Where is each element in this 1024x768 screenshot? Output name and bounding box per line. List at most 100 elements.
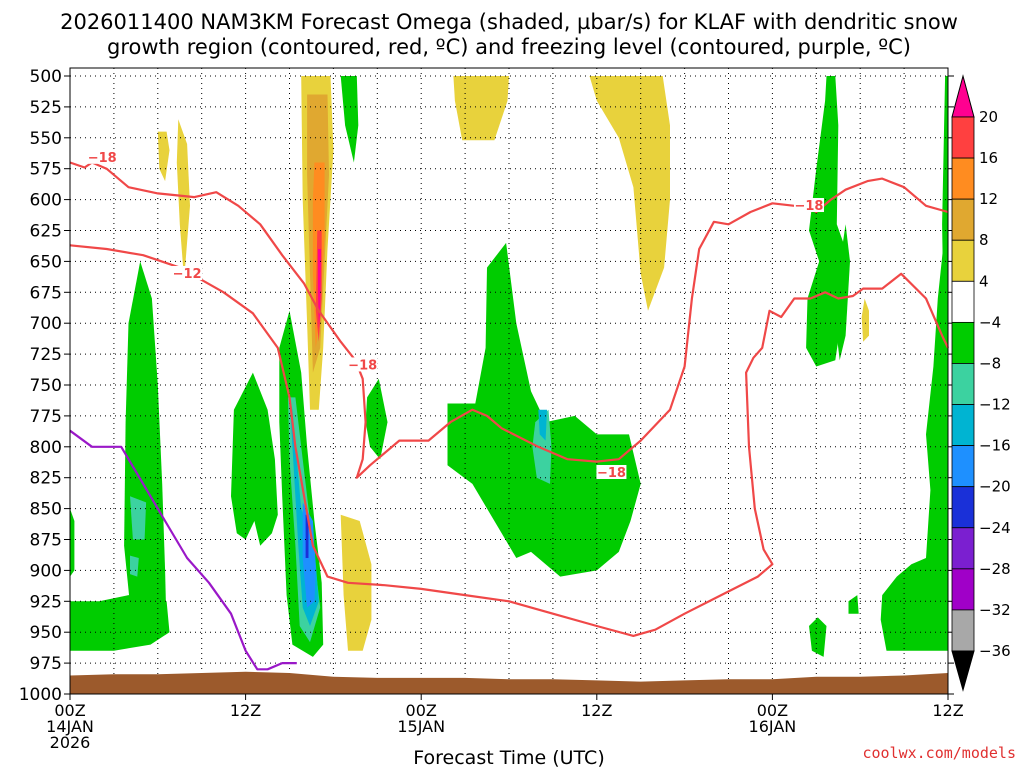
colorbar-box-9 xyxy=(951,486,975,529)
contour-label-4: −18 xyxy=(794,199,823,214)
omega-region-17 xyxy=(365,378,388,460)
x-axis-label: Forecast Time (UTC) xyxy=(413,747,604,768)
colorbar-label-2: 12 xyxy=(979,190,998,208)
colorbar-label-11: −28 xyxy=(979,560,1011,578)
plot-frame xyxy=(69,67,949,695)
omega-region-14 xyxy=(70,595,170,651)
omega-region-25 xyxy=(130,496,147,540)
colorbar-box-3 xyxy=(951,239,975,282)
colorbar-label-0: 20 xyxy=(979,108,998,126)
ytick-label-575: 575 xyxy=(30,160,62,180)
omega-region-32 xyxy=(305,514,309,558)
omega-region-18 xyxy=(447,242,641,577)
xtick-label-0-2: 2026 xyxy=(50,733,91,752)
contour-label-bg-1 xyxy=(172,265,203,280)
ground-surface xyxy=(70,671,948,694)
omega-region-13 xyxy=(70,508,75,577)
omega-region-5 xyxy=(157,131,170,182)
colorbar-label-3: 8 xyxy=(979,231,989,249)
freezing-level-line xyxy=(69,429,297,671)
omega-region-27 xyxy=(532,409,552,484)
omega-region-10 xyxy=(861,298,869,342)
xtick-label-24-1: 15JAN xyxy=(397,717,445,736)
ytick-label-525: 525 xyxy=(30,98,62,118)
ytick-label-500: 500 xyxy=(30,67,62,87)
y-axis: 500 525 550 575 600 625 650 675 700 725 750 775 800 8… xyxy=(19,67,954,705)
ytick-label-650: 650 xyxy=(30,252,62,272)
ytick-label-875: 875 xyxy=(30,531,62,551)
ytick-label-675: 675 xyxy=(30,283,62,303)
omega-region-6 xyxy=(176,119,190,280)
colorbar-box-0 xyxy=(951,116,975,159)
colorbar-top-arrow xyxy=(951,74,975,118)
xtick-label-0-1: 14JAN xyxy=(46,717,94,736)
xtick-label-60-0: 12Z xyxy=(932,701,963,720)
colorbar-label-4: 4 xyxy=(979,272,989,290)
colorbar-bottom-arrow xyxy=(951,650,975,692)
ytick-label-850: 850 xyxy=(30,500,62,520)
ytick-label-975: 975 xyxy=(30,654,62,674)
ytick-label-925: 925 xyxy=(30,592,62,612)
ytick-label-550: 550 xyxy=(30,129,62,149)
colorbar-box-1 xyxy=(951,157,975,200)
colorbar-box-2 xyxy=(951,198,975,241)
colorbar-label-1: 16 xyxy=(979,149,998,167)
ground-profile xyxy=(70,671,948,694)
colorbar-label-9: −20 xyxy=(979,478,1011,496)
colorbar-label-6: −8 xyxy=(979,354,1001,372)
omega-region-8 xyxy=(589,76,670,311)
ytick-label-775: 775 xyxy=(30,407,62,427)
ytick-label-1000: 1000 xyxy=(19,685,62,705)
xtick-label-48-1: 16JAN xyxy=(749,717,797,736)
omega-region-20 xyxy=(835,224,850,361)
chart-title-line1: 2026011400 NAM3KM Forecast Omega (shaded… xyxy=(60,10,958,34)
ytick-label-825: 825 xyxy=(30,469,62,489)
ytick-label-625: 625 xyxy=(30,222,62,242)
contour-label-bg-4 xyxy=(793,198,824,213)
contour-label-1: −12 xyxy=(173,267,202,282)
omega-region-24 xyxy=(809,617,827,657)
colorbar-label-7: −12 xyxy=(979,396,1011,414)
contour-label-3: −18 xyxy=(597,466,626,481)
colorbar-box-6 xyxy=(951,363,975,405)
credit-link[interactable]: coolwx.com/models xyxy=(862,744,1016,762)
colorbar-box-12 xyxy=(951,609,975,652)
contour-label-bg-0 xyxy=(87,149,118,164)
ytick-label-750: 750 xyxy=(30,376,62,396)
colorbar-box-11 xyxy=(951,568,975,611)
omega-region-23 xyxy=(848,595,859,614)
colorbar-label-12: −32 xyxy=(979,601,1011,619)
ytick-label-950: 950 xyxy=(30,623,62,643)
xtick-label-36-0: 12Z xyxy=(581,701,612,720)
colorbar-box-10 xyxy=(951,527,975,570)
colorbar-label-13: −36 xyxy=(979,642,1011,660)
dgz-contours: −18 −12 −18 −18 −18 xyxy=(69,149,949,671)
colorbar-box-7 xyxy=(951,404,975,447)
chart-title-line2: growth region (contoured, red, ºC) and f… xyxy=(107,35,911,59)
colorbar: 20 16 12 8 4 −4 −8 −12 −16 −20 −24 −28 −32 −36 xyxy=(951,74,1011,692)
colorbar-box-8 xyxy=(951,445,975,488)
ytick-label-600: 600 xyxy=(30,191,62,211)
omega-region-12 xyxy=(124,261,167,645)
omega-region-11 xyxy=(340,76,359,163)
contour-label-bg-2 xyxy=(347,357,378,372)
colorbar-box-5 xyxy=(951,321,975,364)
ytick-label-725: 725 xyxy=(30,345,62,365)
dgz-contour-line-0 xyxy=(69,244,949,638)
xtick-label-12-0: 12Z xyxy=(230,701,261,720)
omega-region-15 xyxy=(231,372,278,546)
xtick-label-48-0: 00Z xyxy=(757,701,788,720)
colorbar-label-10: −24 xyxy=(979,519,1011,537)
xtick-label-24-0: 00Z xyxy=(406,701,437,720)
contour-label-bg-3 xyxy=(596,464,627,479)
omega-region-26 xyxy=(130,555,139,577)
contour-label-0: −18 xyxy=(88,151,117,166)
xtick-label-0-0: 00Z xyxy=(54,701,85,720)
contour-label-2: −18 xyxy=(348,358,377,373)
ytick-label-800: 800 xyxy=(30,438,62,458)
ytick-label-900: 900 xyxy=(30,561,62,581)
omega-region-21 xyxy=(880,224,948,651)
omega-region-30 xyxy=(538,409,547,441)
